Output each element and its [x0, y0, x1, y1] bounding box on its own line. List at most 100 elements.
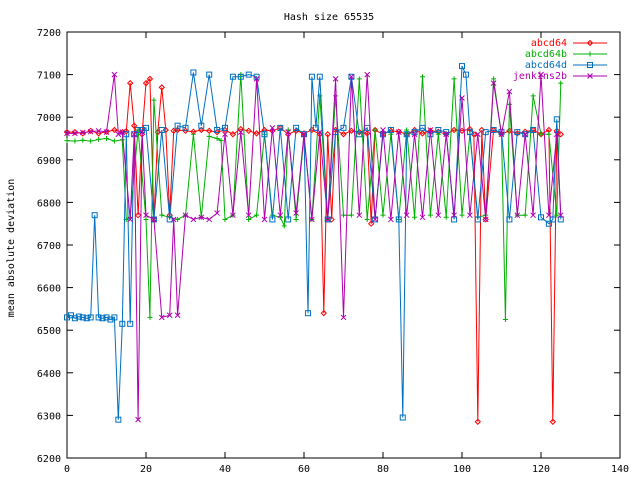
data-point-square [530, 126, 537, 133]
data-point-plus [459, 212, 465, 218]
data-point-cross [498, 131, 505, 138]
data-point-square [87, 314, 94, 321]
data-point-cross [237, 129, 244, 135]
data-point-diamond [549, 418, 557, 425]
data-point-cross [222, 131, 228, 138]
data-point-square [277, 124, 284, 131]
data-point-diamond [142, 79, 150, 87]
data-point-plus [104, 136, 109, 141]
data-point-square [222, 124, 228, 131]
data-point-plus [254, 212, 260, 218]
data-point-square [99, 315, 106, 322]
data-point-plus [119, 137, 125, 143]
data-point-square [308, 73, 315, 80]
data-point-square [553, 116, 560, 123]
data-point-cross [451, 212, 457, 219]
data-point-plus [293, 216, 299, 222]
data-point-cross [131, 131, 138, 138]
data-point-diamond [174, 126, 181, 134]
data-point-cross [174, 312, 181, 319]
data-point-plus [538, 131, 544, 137]
data-point-plus [427, 212, 433, 218]
data-point-cross [474, 131, 481, 138]
data-point-cross [459, 95, 465, 101]
data-point-square [75, 313, 82, 320]
data-point-cross [95, 127, 102, 134]
data-point-diamond [419, 130, 426, 137]
data-point-square [83, 315, 90, 322]
data-point-plus [356, 76, 362, 82]
data-point-diamond [221, 126, 229, 134]
data-point-cross [356, 212, 363, 219]
series-line-abcd64 [67, 77, 562, 422]
data-point-square [143, 124, 149, 131]
data-point-cross [72, 130, 78, 137]
data-point-square [245, 71, 252, 78]
data-point-cross [214, 210, 220, 216]
data-point-cross [467, 212, 473, 219]
data-point-square [482, 129, 489, 136]
y-tick-label: 7100 [37, 71, 61, 82]
data-point-cross [443, 131, 450, 138]
data-point-plus [151, 97, 157, 103]
data-point-diamond [253, 130, 260, 137]
data-point-cross [587, 73, 593, 79]
data-point-square [304, 310, 311, 317]
data-point-plus [175, 216, 181, 222]
legend-label-jenkins2b: jenkins2b [513, 71, 567, 82]
data-point-diamond [450, 126, 458, 134]
data-point-plus [364, 216, 370, 222]
data-point-cross [435, 212, 442, 219]
data-point-cross [158, 314, 165, 321]
axes: 0 20 40 60 80 100 120 140 6200 6300 6400 6500 6600 67… [37, 28, 629, 475]
data-point-cross [380, 127, 386, 133]
y-tick-label: 6400 [37, 369, 61, 380]
data-point-square [587, 62, 593, 68]
data-point-plus [341, 212, 346, 218]
series-line-abcd64d [66, 65, 562, 420]
data-point-cross [198, 214, 205, 221]
data-point-diamond [158, 84, 166, 91]
data-point-plus [380, 212, 386, 218]
data-point-diamond [245, 127, 252, 135]
data-point-square [269, 216, 276, 223]
data-point-square [214, 126, 221, 133]
data-point-square [158, 126, 165, 133]
data-point-square [316, 73, 323, 80]
data-point-plus [111, 138, 117, 144]
data-point-plus [190, 131, 196, 137]
data-point-cross [182, 212, 189, 219]
data-point-cross [403, 212, 410, 219]
data-point-diamond [363, 130, 371, 137]
data-point-plus [502, 317, 508, 323]
data-point-square [387, 126, 394, 133]
data-point-cross [557, 212, 564, 219]
data-point-plus [451, 76, 457, 82]
data-point-square [261, 131, 268, 138]
data-point-plus [587, 51, 593, 57]
data-point-diamond [205, 127, 213, 135]
data-point-cross [135, 416, 141, 423]
data-point-plus [546, 131, 552, 137]
legend-label-abcd64d: abcd64d [525, 60, 567, 71]
data-point-square [79, 314, 86, 321]
data-point-square [435, 126, 442, 133]
data-point-cross [170, 216, 177, 223]
data-point-cross [166, 312, 173, 319]
data-point-square [356, 131, 363, 138]
y-tick-label: 6800 [37, 198, 61, 209]
x-tick-label: 140 [611, 464, 629, 475]
data-point-square [285, 216, 292, 223]
data-point-diamond [367, 220, 375, 227]
data-point-square [399, 414, 406, 421]
data-point-plus [80, 137, 86, 143]
data-point-square [451, 216, 458, 223]
data-point-diamond [146, 75, 154, 83]
data-point-cross [139, 129, 145, 135]
data-point-cross [111, 71, 118, 78]
data-point-plus [64, 138, 70, 144]
data-point-cross [482, 216, 489, 223]
data-point-square [91, 212, 98, 219]
